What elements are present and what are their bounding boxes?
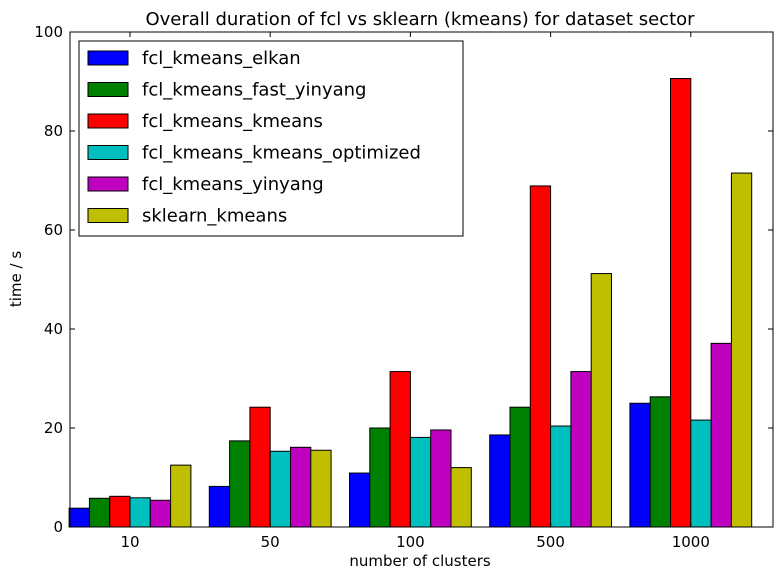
plot-frame — [69, 31, 774, 528]
bar-fcl_kmeans_kmeans_optimized-100 — [409, 436, 432, 528]
legend-box — [78, 40, 464, 237]
bar-fcl_kmeans_yinyang-500 — [570, 371, 592, 528]
legend-swatch-fcl_kmeans_kmeans — [87, 113, 129, 129]
bar-fcl_kmeans_elkan-1000 — [629, 402, 651, 528]
legend-swatch-fcl_kmeans_fast_yinyang — [87, 82, 129, 97]
bar-fcl_kmeans_kmeans-50 — [249, 406, 271, 528]
bar-fcl_kmeans_elkan-100 — [349, 472, 371, 528]
bar-fcl_kmeans_kmeans_optimized-50 — [269, 450, 292, 528]
y-tick-label: 80 — [44, 122, 63, 140]
x-tick-label-1000: 1000 — [672, 533, 710, 551]
bar-fcl_kmeans_fast_yinyang-100 — [369, 427, 391, 528]
x-tick-label-100: 100 — [396, 533, 425, 551]
bar-fcl_kmeans_fast_yinyang-10 — [88, 497, 111, 528]
bar-fcl_kmeans_kmeans-100 — [389, 371, 411, 528]
y-tick-label: 20 — [44, 419, 63, 437]
legend-swatch-fcl_kmeans_kmeans_optimized — [87, 145, 129, 160]
bar-fcl_kmeans_elkan-50 — [208, 485, 231, 528]
bar-fcl_kmeans_kmeans_optimized-500 — [550, 425, 572, 528]
chart-title: Overall duration of fcl vs sklearn (kmea… — [145, 9, 695, 30]
legend-swatch-sklearn_kmeans — [87, 208, 129, 223]
bar-sklearn_kmeans-1000 — [730, 172, 753, 528]
bar-fcl_kmeans_yinyang-50 — [290, 446, 312, 528]
bars-layer — [68, 78, 753, 528]
legend-label-fcl_kmeans_fast_yinyang: fcl_kmeans_fast_yinyang — [142, 80, 366, 101]
bar-fcl_kmeans_kmeans-500 — [529, 185, 552, 528]
y-tick-label: 0 — [53, 518, 63, 536]
y-axis-label: time / s — [7, 251, 25, 307]
legend-swatch-fcl_kmeans_yinyang — [87, 176, 129, 192]
y-tick-label: 60 — [44, 221, 63, 239]
bar-fcl_kmeans_fast_yinyang-1000 — [649, 396, 672, 528]
legend-label-fcl_kmeans_yinyang: fcl_kmeans_yinyang — [142, 174, 324, 195]
bar-sklearn_kmeans-10 — [170, 464, 192, 528]
x-axis-label: number of clusters — [349, 552, 491, 570]
bar-fcl_kmeans_yinyang-100 — [430, 429, 452, 528]
x-tick-label-10: 10 — [120, 533, 139, 551]
bar-sklearn_kmeans-500 — [590, 273, 613, 528]
bar-fcl_kmeans_kmeans_optimized-10 — [129, 497, 151, 528]
bar-fcl_kmeans_elkan-10 — [68, 507, 90, 528]
legend: fcl_kmeans_elkan fcl_kmeans_fast_yinyangf… — [78, 40, 464, 237]
bar-fcl_kmeans_yinyang-10 — [149, 499, 172, 528]
y-axis: 0 20 40 60 80 100 — [34, 23, 773, 536]
bar-fcl_kmeans_elkan-500 — [489, 434, 511, 528]
x-tick-label-50: 50 — [261, 533, 280, 551]
legend-label-fcl_kmeans_elkan: fcl_kmeans_elkan — [142, 48, 301, 69]
bar-fcl_kmeans_yinyang-1000 — [710, 342, 732, 528]
bar-fcl_kmeans_kmeans_optimized-1000 — [690, 419, 712, 528]
legend-label-fcl_kmeans_kmeans_optimized: fcl_kmeans_kmeans_optimized — [142, 143, 421, 164]
x-tick-label-500: 500 — [536, 533, 565, 551]
bar-fcl_kmeans_kmeans-1000 — [670, 78, 692, 528]
y-tick-label: 40 — [44, 320, 63, 338]
bar-fcl_kmeans_fast_yinyang-500 — [509, 406, 531, 528]
bar-fcl_kmeans_fast_yinyang-50 — [229, 440, 251, 528]
legend-swatch-fcl_kmeans_elkan — [87, 50, 129, 66]
legend-label-sklearn_kmeans: sklearn_kmeans — [142, 206, 287, 227]
bar-sklearn_kmeans-50 — [310, 449, 332, 528]
x-axis: 10 50 100 500 1000 — [120, 32, 710, 551]
bar-fcl_kmeans_kmeans-10 — [109, 495, 131, 528]
bar-sklearn_kmeans-100 — [450, 467, 472, 528]
legend-label-fcl_kmeans_kmeans: fcl_kmeans_kmeans — [142, 111, 323, 132]
y-tick-label: 100 — [34, 23, 63, 41]
